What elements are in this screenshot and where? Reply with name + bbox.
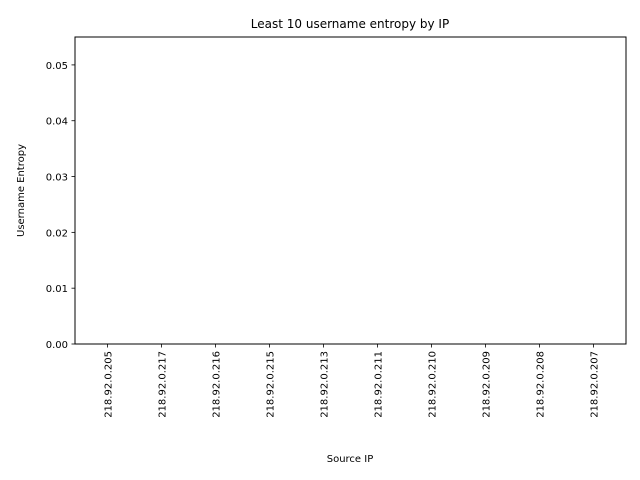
- y-axis-ticks: 0.00 0.01 0.02 0.03 0.04 0.05: [46, 61, 75, 351]
- x-tick-label: 218.92.0.209: [482, 351, 493, 418]
- y-tick-label: 0.03: [46, 173, 68, 184]
- x-tick-label: 218.92.0.217: [157, 351, 168, 418]
- y-tick-label: 0.05: [46, 61, 68, 72]
- x-tick-label: 218.92.0.210: [428, 351, 439, 418]
- x-tick-label: 218.92.0.216: [211, 351, 222, 418]
- x-tick-label: 218.92.0.211: [374, 351, 385, 418]
- y-axis-label: Username Entropy: [16, 144, 27, 237]
- x-tick-label: 218.92.0.205: [103, 351, 114, 418]
- y-tick-label: 0.04: [46, 117, 68, 128]
- x-axis-label: Source IP: [327, 454, 374, 465]
- x-tick-label: 218.92.0.207: [590, 351, 601, 418]
- x-tick-label: 218.92.0.215: [265, 351, 276, 418]
- y-tick-label: 0.01: [46, 284, 68, 295]
- x-axis-ticks: 218.92.0.205 218.92.0.217 218.92.0.216 218.…: [103, 344, 601, 418]
- y-tick-label: 0.02: [46, 228, 68, 239]
- y-tick-label: 0.00: [46, 340, 68, 351]
- x-tick-label: 218.92.0.213: [319, 351, 330, 418]
- chart-title: Least 10 username entropy by IP: [251, 17, 449, 31]
- x-tick-label: 218.92.0.208: [536, 351, 547, 418]
- plot-area-frame: [74, 36, 627, 345]
